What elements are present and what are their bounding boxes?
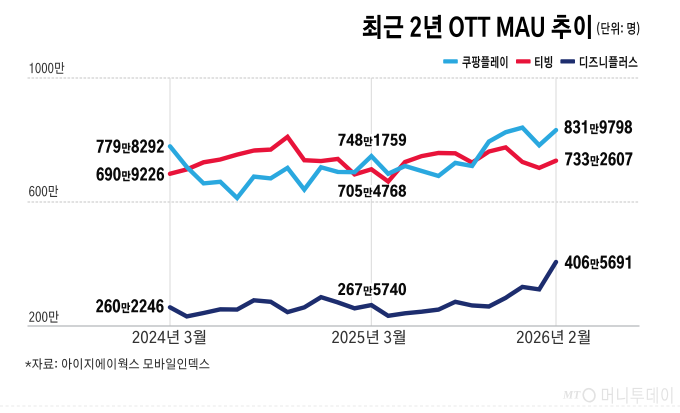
svg-text:MT: MT [562,389,581,401]
